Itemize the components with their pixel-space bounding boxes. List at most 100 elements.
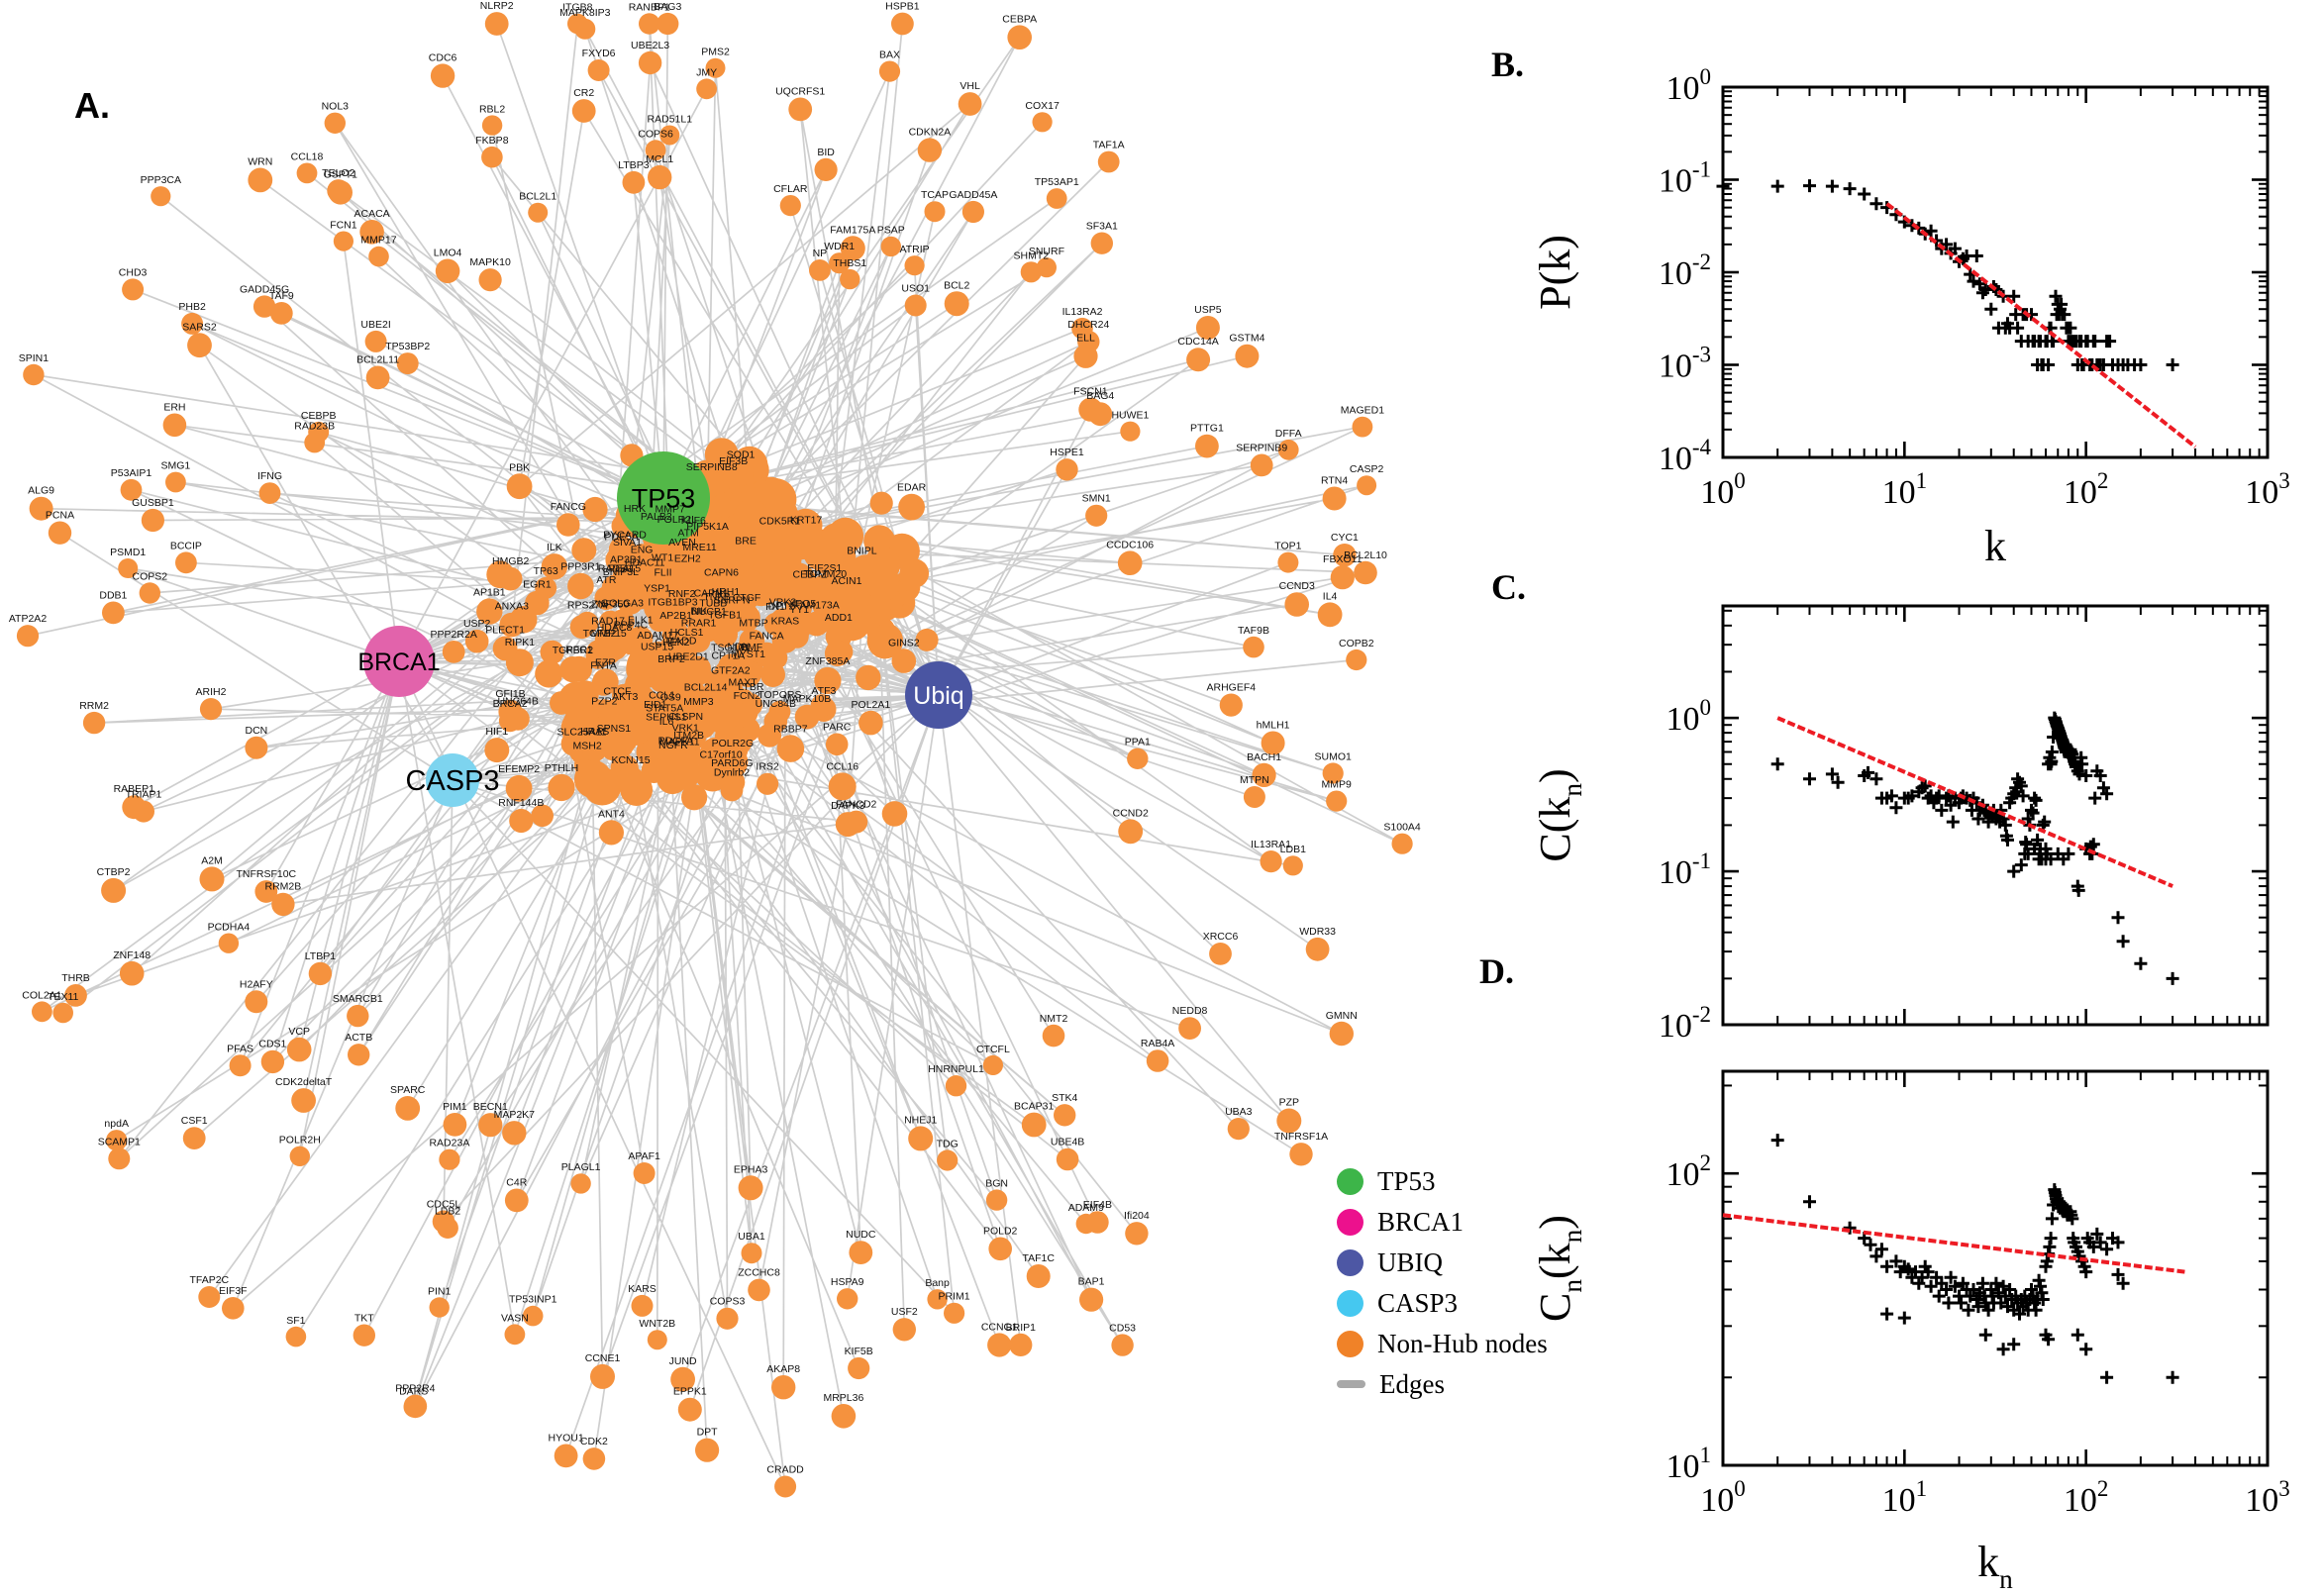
svg-text:ZNF148: ZNF148 bbox=[113, 949, 151, 961]
svg-text:PSMD1: PSMD1 bbox=[110, 547, 146, 558]
legend-item-casp3: CASP3 bbox=[1337, 1288, 1634, 1318]
svg-text:BRP2: BRP2 bbox=[657, 653, 685, 665]
svg-text:CDC6: CDC6 bbox=[429, 51, 457, 63]
svg-text:PPA1: PPA1 bbox=[1125, 737, 1151, 748]
svg-text:SPIN1: SPIN1 bbox=[19, 352, 50, 364]
svg-text:SERPINB8: SERPINB8 bbox=[686, 461, 738, 473]
svg-text:EID1: EID1 bbox=[644, 699, 667, 711]
svg-text:FBXO11: FBXO11 bbox=[1323, 553, 1363, 565]
svg-text:POLR2L: POLR2L bbox=[657, 514, 697, 526]
svg-text:RAD17: RAD17 bbox=[591, 615, 625, 627]
svg-text:HYOU1: HYOU1 bbox=[549, 1433, 584, 1445]
svg-text:DAPK3: DAPK3 bbox=[831, 800, 865, 812]
svg-text:ITGB8: ITGB8 bbox=[562, 2, 593, 14]
svg-text:MCL1: MCL1 bbox=[646, 153, 673, 165]
svg-text:PPP2R2A: PPP2R2A bbox=[431, 629, 477, 641]
brca1-hub-icon bbox=[1337, 1208, 1364, 1236]
svg-text:MYST1: MYST1 bbox=[731, 648, 765, 660]
network-panel: TUBB ILK CDK5R1 XPO5 RAD50 MRE11 MSH2 YY1 EGR1 RF… bbox=[9, 0, 1421, 1498]
svg-text:HDAC11: HDAC11 bbox=[625, 557, 665, 569]
svg-text:MAPK10B: MAPK10B bbox=[783, 693, 831, 705]
svg-text:TGFB1: TGFB1 bbox=[708, 610, 742, 622]
svg-text:TEX11: TEX11 bbox=[48, 991, 78, 1003]
svg-text:BECN1: BECN1 bbox=[473, 1101, 508, 1113]
svg-text:DARS: DARS bbox=[399, 1385, 428, 1397]
svg-text:SMARCB1: SMARCB1 bbox=[333, 993, 383, 1005]
hub-tp53 bbox=[617, 451, 710, 545]
svg-text:CDK2: CDK2 bbox=[580, 1436, 608, 1447]
svg-text:USP5: USP5 bbox=[1194, 304, 1222, 316]
svg-text:APAF1: APAF1 bbox=[628, 1150, 660, 1162]
svg-text:EPHA3: EPHA3 bbox=[734, 1163, 768, 1175]
svg-text:POLR2H: POLR2H bbox=[279, 1135, 321, 1147]
svg-text:TP53INP1: TP53INP1 bbox=[509, 1294, 557, 1306]
svg-text:ACACA: ACACA bbox=[354, 208, 390, 220]
svg-text:PARD6G: PARD6G bbox=[711, 757, 753, 769]
svg-text:PIN1: PIN1 bbox=[428, 1285, 452, 1297]
svg-text:NLRP2: NLRP2 bbox=[480, 0, 514, 12]
svg-text:RNF144B: RNF144B bbox=[498, 797, 544, 809]
svg-text:PTTG1: PTTG1 bbox=[1190, 423, 1224, 435]
legend-item-tp53: TP53 bbox=[1337, 1166, 1634, 1196]
svg-text:HRH1: HRH1 bbox=[712, 586, 741, 598]
svg-text:ATRIP: ATRIP bbox=[900, 244, 930, 255]
svg-text:BCL2L10: BCL2L10 bbox=[1344, 549, 1387, 561]
svg-text:UBE2D1: UBE2D1 bbox=[668, 650, 709, 662]
svg-text:GFI1B: GFI1B bbox=[495, 688, 525, 700]
svg-text:IRS2: IRS2 bbox=[756, 761, 779, 773]
svg-text:AP1B1: AP1B1 bbox=[473, 586, 506, 598]
svg-text:HDAC8: HDAC8 bbox=[597, 622, 633, 634]
svg-text:DFFA: DFFA bbox=[1275, 428, 1302, 440]
svg-text:BCCIP: BCCIP bbox=[170, 540, 202, 551]
svg-text:PMS2: PMS2 bbox=[701, 47, 730, 58]
svg-text:CCND2: CCND2 bbox=[1113, 807, 1149, 819]
svg-text:HCLS1: HCLS1 bbox=[670, 627, 704, 639]
svg-text:CCL18: CCL18 bbox=[291, 151, 324, 163]
svg-text:WDR33: WDR33 bbox=[1299, 926, 1336, 938]
svg-text:ELK1: ELK1 bbox=[628, 614, 654, 626]
svg-text:MRE11: MRE11 bbox=[682, 542, 716, 553]
svg-text:MMP15: MMP15 bbox=[591, 628, 627, 640]
svg-text:KRAS: KRAS bbox=[771, 616, 800, 628]
legend-item-edges: Edges bbox=[1337, 1369, 1634, 1399]
svg-text:JUND: JUND bbox=[669, 1355, 697, 1367]
svg-text:KLF6: KLF6 bbox=[681, 515, 706, 527]
svg-text:BAG3: BAG3 bbox=[654, 1, 681, 13]
svg-text:COPS2: COPS2 bbox=[132, 570, 167, 582]
svg-text:AVEN: AVEN bbox=[668, 537, 696, 549]
svg-text:FXYD6: FXYD6 bbox=[582, 48, 616, 59]
svg-text:IFNG: IFNG bbox=[257, 470, 282, 482]
svg-text:SMN1: SMN1 bbox=[1082, 493, 1111, 505]
svg-text:PZP2: PZP2 bbox=[591, 696, 617, 708]
svg-text:BACH1: BACH1 bbox=[1247, 751, 1281, 763]
svg-text:TKT: TKT bbox=[354, 1313, 374, 1325]
svg-text:BAG4: BAG4 bbox=[1086, 390, 1114, 402]
svg-text:Ifi204: Ifi204 bbox=[1124, 1210, 1150, 1222]
svg-text:NOL3: NOL3 bbox=[322, 101, 350, 113]
svg-text:POLD2: POLD2 bbox=[983, 1226, 1018, 1238]
svg-text:C17orf10: C17orf10 bbox=[699, 748, 742, 760]
svg-text:PALB2: PALB2 bbox=[641, 511, 672, 523]
svg-text:CDK2deltaT: CDK2deltaT bbox=[275, 1076, 333, 1088]
svg-text:LMO4: LMO4 bbox=[434, 247, 462, 258]
svg-text:Banp: Banp bbox=[925, 1277, 950, 1289]
hub-label-tp53: TP53 bbox=[632, 483, 696, 513]
svg-text:IL13RA1: IL13RA1 bbox=[1251, 839, 1291, 850]
svg-text:DDB1: DDB1 bbox=[99, 590, 127, 602]
svg-text:MAGED1: MAGED1 bbox=[1341, 405, 1385, 417]
hub-brca1 bbox=[363, 626, 435, 697]
svg-text:CHEK2: CHEK2 bbox=[655, 637, 689, 648]
svg-text:EFEMP2: EFEMP2 bbox=[498, 763, 540, 775]
svg-text:RABEP1: RABEP1 bbox=[114, 783, 155, 795]
svg-text:XRCC6: XRCC6 bbox=[1203, 931, 1239, 943]
svg-text:RIPK1: RIPK1 bbox=[505, 637, 536, 648]
svg-text:RRM2B: RRM2B bbox=[265, 881, 302, 893]
panel-label-c: C. bbox=[1491, 567, 1526, 607]
svg-text:CHD3: CHD3 bbox=[119, 266, 148, 278]
svg-text:FCN1: FCN1 bbox=[330, 220, 357, 232]
svg-text:ILK: ILK bbox=[547, 542, 562, 553]
svg-text:CEBPA: CEBPA bbox=[1002, 13, 1037, 25]
svg-text:PARC: PARC bbox=[823, 722, 852, 734]
svg-text:BRE: BRE bbox=[735, 536, 757, 548]
